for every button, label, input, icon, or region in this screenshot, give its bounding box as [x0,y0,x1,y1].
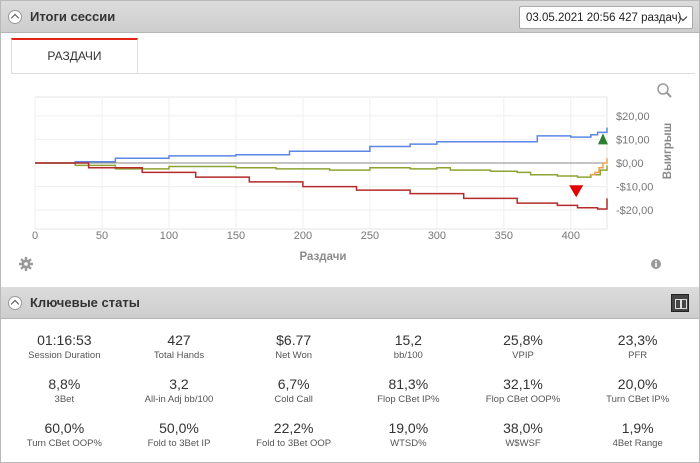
down-triangle-marker [569,185,584,198]
stat-value: 38,0% [503,420,543,436]
stat-label: bb/100 [393,350,423,361]
x-tick-label: 400 [562,230,580,242]
stat-cell: 6,7% Cold Call [236,372,351,416]
stat-cell: $6.77 Net Won [236,328,351,372]
x-tick-label: 300 [428,230,446,242]
stat-cell: 15,2 bb/100 [351,328,466,372]
stat-label: Fold to 3Bet IP [147,438,211,449]
stat-value: 15,2 [394,332,422,348]
stat-value: 23,3% [617,332,658,348]
stat-cell: 23,3% PFR [580,328,695,372]
stat-value: 20,0% [617,376,658,392]
stat-value: 19,0% [388,420,429,436]
stat-value: 3,2 [169,376,189,392]
stat-cell: 3,2 All-in Adj bb/100 [122,372,237,416]
stat-label: Turn CBet IP% [606,394,670,405]
stat-label: Flop CBet OOP% [485,394,561,405]
x-tick-label: 0 [32,230,38,242]
stat-cell: 20,0% Turn CBet IP% [580,372,695,416]
x-axis-label: Раздачи [300,251,347,263]
stat-label: 4Bet Range [612,438,663,449]
stat-label: Fold to 3Bet OOP [256,438,332,449]
key-stats-header: Ключевые статы [1,287,699,319]
stat-value: 6,7% [277,376,310,392]
stat-value: 60,0% [44,420,85,436]
stat-cell: 81,3% Flop CBet IP% [351,372,466,416]
up-triangle-marker [597,133,608,145]
y-tick-label: $0,00 [616,158,644,170]
stat-label: 3Bet [54,394,75,405]
stat-cell: 427 Total Hands [122,328,237,372]
x-tick-label: 150 [227,230,245,242]
y-tick-labels: $20,00 $10,00 $0,00 -$10,00 -$20,00 [616,111,653,217]
stat-cell: 50,0% Fold to 3Bet IP [122,416,237,460]
stat-value: 427 [167,332,191,348]
zoom-icon[interactable] [657,83,672,98]
stat-cell: 01:16:53 Session Duration [7,328,122,372]
session-select[interactable]: 03.05.2021 20:56 427 раздач) [519,6,693,29]
stat-value: 22,2% [273,420,314,436]
stat-label: Flop CBet IP% [377,394,440,405]
session-summary-header: Итоги сессии 03.05.2021 20:56 427 раздач… [1,1,699,33]
stat-cell: 60,0% Turn CBet OOP% [7,416,122,460]
layout-toggle-icon[interactable] [671,294,689,312]
x-tick-label: 250 [361,230,379,242]
stat-label: WTSD% [390,438,427,449]
session-summary-title: Итоги сессии [30,9,116,24]
key-stats-title: Ключевые статы [30,295,140,310]
session-select-value: 03.05.2021 20:56 427 раздач) [526,11,682,24]
y-tick-label: $20,00 [616,111,650,123]
y-tick-label: -$20,00 [616,205,653,217]
x-tick-label: 350 [495,230,513,242]
stat-cell: 38,0% W$WSF [466,416,581,460]
stat-value: 01:16:53 [37,332,92,348]
y-axis-label: Выигрыш [662,123,674,179]
series-line-0 [35,127,608,164]
stat-value: $6.77 [276,332,312,348]
series-line-1 [35,162,608,178]
x-tick-label: 50 [96,230,108,242]
stat-cell: 1,9% 4Bet Range [580,416,695,460]
stat-label: Turn CBet OOP% [26,438,102,449]
stat-value: 25,8% [503,332,543,348]
tab-hands[interactable]: РАЗДАЧИ [11,38,138,73]
tab-bar: РАЗДАЧИ [11,38,695,74]
chart-series [35,127,608,210]
stat-value: 8,8% [48,376,81,392]
series-line-2 [589,158,608,176]
stat-cell: 8,8% 3Bet [7,372,122,416]
gear-icon[interactable] [19,257,33,271]
stat-cell: 25,8% VPIP [466,328,581,372]
x-tick-labels: 0 50 100 150 200 250 300 350 400 [32,230,580,242]
chart-svg: 0 50 100 150 200 250 300 350 400 $20,00 $10,00 $0,… [19,83,674,271]
stat-value: 32,1% [503,376,543,392]
y-tick-label: $10,00 [616,134,650,146]
key-stats-grid: 01:16:53 Session Duration 427 Total Hands $6… [7,328,695,460]
y-tick-label: -$10,00 [616,182,653,194]
stat-label: All-in Adj bb/100 [144,394,214,405]
info-icon[interactable] [651,259,661,269]
stat-label: Cold Call [274,394,313,405]
stat-label: Total Hands [153,350,205,361]
chart-markers [569,133,608,198]
x-tick-label: 200 [294,230,312,242]
series-line-3 [35,162,608,210]
stat-value: 50,0% [159,420,199,436]
stat-cell: 22,2% Fold to 3Bet OOP [236,416,351,460]
winnings-chart: 0 50 100 150 200 250 300 350 400 $20,00 $10,00 $0,… [11,75,695,283]
stat-label: W$WSF [505,438,541,449]
chart-grid [34,96,608,230]
collapse-session-button[interactable] [8,9,22,24]
x-tick-label: 100 [160,230,178,242]
stat-cell: 19,0% WTSD% [351,416,466,460]
stat-label: VPIP [512,350,534,361]
stat-cell: 32,1% Flop CBet OOP% [466,372,581,416]
stat-value: 1,9% [621,420,654,436]
collapse-stats-button[interactable] [8,295,22,310]
stat-label: PFR [628,350,648,361]
stat-label: Session Duration [28,350,101,361]
stat-label: Net Won [275,350,313,361]
stat-value: 81,3% [388,376,429,392]
